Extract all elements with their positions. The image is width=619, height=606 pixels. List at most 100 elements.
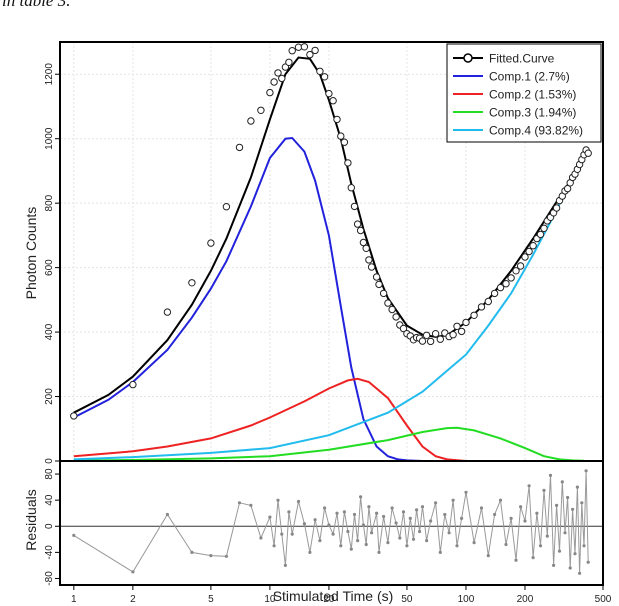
legend-label-3: Comp.3 (1.94%) xyxy=(489,106,576,120)
data-point xyxy=(422,331,431,339)
data-point xyxy=(516,262,525,270)
data-point xyxy=(70,412,78,420)
residual-point xyxy=(335,511,339,515)
data-point xyxy=(449,331,457,339)
data-point xyxy=(529,242,537,250)
residual-point xyxy=(573,552,577,556)
series-line-2 xyxy=(73,377,467,462)
residual-point xyxy=(498,498,503,502)
x-tick-label: 5 xyxy=(208,594,214,605)
data-point xyxy=(399,324,408,333)
residuals-y-axis-label: Residuals xyxy=(23,489,39,550)
residual-point xyxy=(411,537,416,541)
residual-point xyxy=(455,544,459,548)
data-point xyxy=(367,263,376,271)
x-tick-label: 2 xyxy=(130,594,136,605)
residual-point xyxy=(224,554,228,558)
data-point xyxy=(431,330,440,338)
residual-point xyxy=(584,469,588,473)
residual-point xyxy=(575,485,580,489)
data-point xyxy=(350,202,359,211)
data-point xyxy=(484,297,492,306)
data-point xyxy=(316,67,324,76)
residual-point xyxy=(283,563,287,568)
data-point xyxy=(281,63,290,71)
residual-point xyxy=(418,529,422,534)
residual-point xyxy=(352,512,357,517)
residual-point xyxy=(429,519,433,523)
residual-point xyxy=(405,544,409,548)
data-point xyxy=(340,138,349,146)
residual-point xyxy=(560,480,564,484)
x-tick-label: 50 xyxy=(401,594,413,605)
residual-point xyxy=(504,542,508,547)
x-axis-label: Stimulated Time (s) xyxy=(273,588,394,604)
x-tick-label: 1 xyxy=(71,594,77,605)
y-tick-label: 1000 xyxy=(44,127,55,150)
data-point xyxy=(552,204,561,212)
data-point xyxy=(329,97,337,105)
residual-point xyxy=(394,521,398,525)
residual-point xyxy=(519,505,523,509)
residual-point xyxy=(375,511,379,515)
data-point xyxy=(288,47,296,55)
data-point xyxy=(344,159,352,167)
residual-plot-frame xyxy=(59,460,604,586)
residual-point xyxy=(165,512,169,517)
data-point xyxy=(457,327,466,336)
residual-point xyxy=(582,544,586,548)
series-line-1 xyxy=(73,136,423,462)
residual-point xyxy=(563,531,567,535)
residual-point xyxy=(237,501,242,505)
data-point xyxy=(337,132,345,140)
y-axis-label: Photon Counts xyxy=(23,207,39,300)
data-point xyxy=(270,78,278,86)
residual-point xyxy=(339,544,343,548)
residual-point xyxy=(566,495,570,500)
data-point xyxy=(502,280,510,288)
residual-point xyxy=(542,488,546,492)
residual-point xyxy=(359,495,363,499)
residual-point xyxy=(346,529,350,534)
residual-point xyxy=(557,549,562,553)
data-point xyxy=(356,226,365,235)
residual-point xyxy=(568,566,572,570)
x-tick-label: 500 xyxy=(595,594,612,605)
data-point xyxy=(536,230,545,239)
residual-point xyxy=(545,534,549,538)
data-point xyxy=(521,253,529,261)
data-point xyxy=(300,43,309,51)
residual-point xyxy=(472,541,476,545)
x-tick-label: 20 xyxy=(323,594,335,605)
y-tick-label: 400 xyxy=(44,323,55,340)
residual-point xyxy=(398,536,402,540)
y-tick-label: 800 xyxy=(44,194,55,211)
residual-point xyxy=(548,473,553,477)
x-tick-label: 100 xyxy=(458,594,475,605)
residual-point xyxy=(313,518,317,522)
data-point xyxy=(207,239,215,247)
residual-point xyxy=(464,490,468,494)
residual-point xyxy=(72,533,76,538)
data-point xyxy=(359,238,368,247)
legend-marker xyxy=(463,53,473,63)
x-tick-label: 200 xyxy=(517,594,534,605)
data-point xyxy=(333,115,341,124)
residual-y-tick-label: -80 xyxy=(44,571,55,586)
residual-point xyxy=(586,560,590,564)
residual-point xyxy=(296,499,301,504)
legend-label-0: Fitted.Curve xyxy=(489,52,555,66)
data-point xyxy=(372,273,381,281)
residual-point xyxy=(451,498,455,502)
data-point xyxy=(490,289,499,298)
main-plot xyxy=(70,43,592,462)
residual-point xyxy=(390,506,394,510)
residual-point xyxy=(349,547,353,551)
residual-point xyxy=(425,539,429,543)
x-axis: 1 2 5 10 20 50 100 200 500 xyxy=(71,585,612,605)
residual-point xyxy=(272,544,276,548)
residual-point xyxy=(460,516,464,521)
residual-point xyxy=(287,510,291,514)
data-point xyxy=(311,46,319,55)
data-point xyxy=(129,380,137,389)
